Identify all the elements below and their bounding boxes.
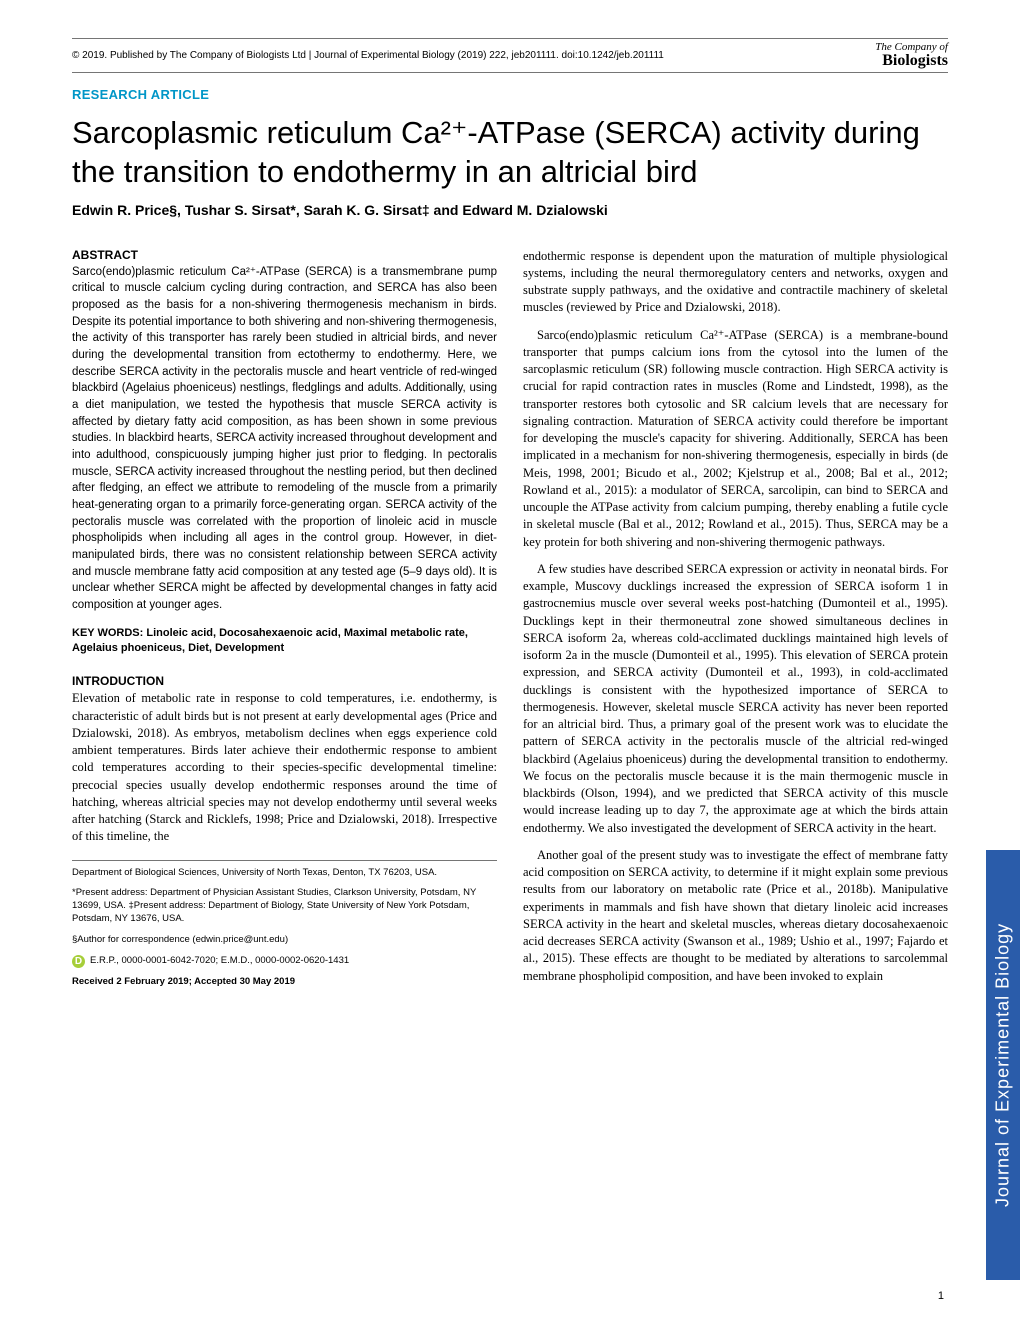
orcid-ids: E.R.P., 0000-0001-6042-7020; E.M.D., 000… (90, 955, 349, 968)
copyright-text: © 2019. Published by The Company of Biol… (72, 50, 664, 61)
content-columns: ABSTRACT Sarco(endo)plasmic reticulum Ca… (72, 248, 948, 995)
abstract-heading: ABSTRACT (72, 248, 497, 262)
publisher-logo: The Company of Biologists (875, 42, 948, 69)
department-affil: Department of Biological Sciences, Unive… (72, 867, 497, 880)
affiliation-block: Department of Biological Sciences, Unive… (72, 860, 497, 989)
logo-line2: Biologists (875, 53, 948, 69)
keywords-line: KEY WORDS: Linoleic acid, Docosahexaenoi… (72, 626, 497, 657)
col2-p1: endothermic response is dependent upon t… (523, 248, 948, 317)
corresponding-author: §Author for correspondence (edwin.price@… (72, 934, 497, 947)
col2-p2: Sarco(endo)plasmic reticulum Ca²⁺-ATPase… (523, 327, 948, 551)
header-bar: © 2019. Published by The Company of Biol… (72, 38, 948, 73)
col2-p4: Another goal of the present study was to… (523, 847, 948, 985)
left-column: ABSTRACT Sarco(endo)plasmic reticulum Ca… (72, 248, 497, 995)
col2-p3: A few studies have described SERCA expre… (523, 561, 948, 837)
present-address: *Present address: Department of Physicia… (72, 887, 497, 925)
orcid-line: D E.R.P., 0000-0001-6042-7020; E.M.D., 0… (72, 955, 497, 968)
intro-heading: INTRODUCTION (72, 674, 497, 688)
journal-side-tab: Journal of Experimental Biology (986, 850, 1020, 1280)
author-list: Edwin R. Price§, Tushar S. Sirsat*, Sara… (72, 202, 948, 218)
article-title: Sarcoplasmic reticulum Ca²⁺-ATPase (SERC… (72, 114, 948, 192)
page-number: 1 (938, 1290, 944, 1302)
right-column: endothermic response is dependent upon t… (523, 248, 948, 995)
abstract-body: Sarco(endo)plasmic reticulum Ca²⁺-ATPase… (72, 264, 497, 614)
article-type-label: RESEARCH ARTICLE (72, 87, 948, 102)
orcid-icon: D (72, 955, 85, 968)
intro-p1: Elevation of metabolic rate in response … (72, 690, 497, 845)
received-dates: Received 2 February 2019; Accepted 30 Ma… (72, 976, 497, 989)
